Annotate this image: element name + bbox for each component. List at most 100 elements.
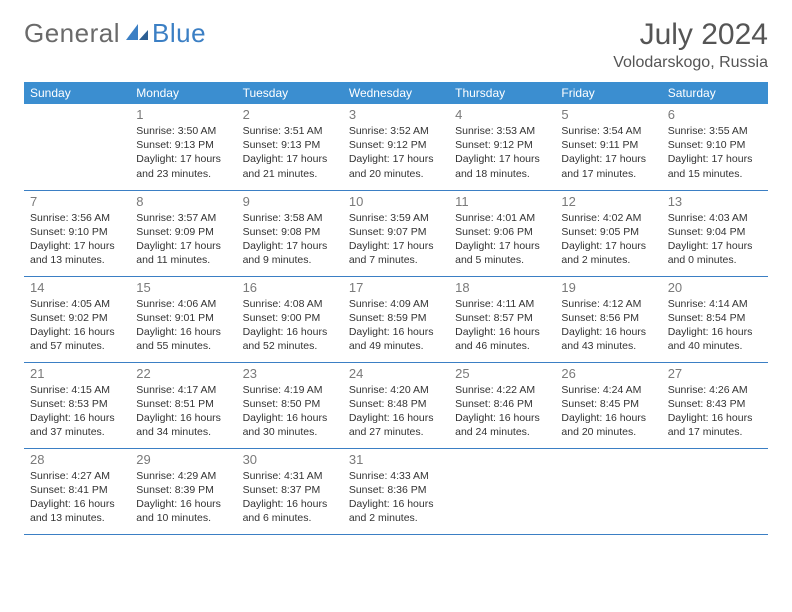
sunrise-line: Sunrise: 4:12 AM — [561, 297, 655, 311]
calendar-day-cell: 29Sunrise: 4:29 AMSunset: 8:39 PMDayligh… — [130, 448, 236, 534]
daylight-line: Daylight: 16 hours and 57 minutes. — [30, 325, 124, 353]
sunrise-line: Sunrise: 4:05 AM — [30, 297, 124, 311]
calendar-day-cell: 4Sunrise: 3:53 AMSunset: 9:12 PMDaylight… — [449, 104, 555, 190]
daylight-line: Daylight: 16 hours and 52 minutes. — [243, 325, 337, 353]
calendar-day-cell: 10Sunrise: 3:59 AMSunset: 9:07 PMDayligh… — [343, 190, 449, 276]
weekday-header: Tuesday — [237, 82, 343, 104]
day-number: 2 — [243, 107, 337, 122]
sunset-line: Sunset: 8:48 PM — [349, 397, 443, 411]
sunset-line: Sunset: 8:46 PM — [455, 397, 549, 411]
daylight-line: Daylight: 16 hours and 30 minutes. — [243, 411, 337, 439]
sunset-line: Sunset: 8:50 PM — [243, 397, 337, 411]
daylight-line: Daylight: 17 hours and 13 minutes. — [30, 239, 124, 267]
calendar-day-cell: 1Sunrise: 3:50 AMSunset: 9:13 PMDaylight… — [130, 104, 236, 190]
daylight-line: Daylight: 16 hours and 27 minutes. — [349, 411, 443, 439]
daylight-line: Daylight: 16 hours and 55 minutes. — [136, 325, 230, 353]
calendar-week-row: 1Sunrise: 3:50 AMSunset: 9:13 PMDaylight… — [24, 104, 768, 190]
calendar-day-cell: 3Sunrise: 3:52 AMSunset: 9:12 PMDaylight… — [343, 104, 449, 190]
daylight-line: Daylight: 16 hours and 46 minutes. — [455, 325, 549, 353]
weekday-header: Sunday — [24, 82, 130, 104]
day-number: 22 — [136, 366, 230, 381]
sunrise-line: Sunrise: 4:17 AM — [136, 383, 230, 397]
daylight-line: Daylight: 17 hours and 7 minutes. — [349, 239, 443, 267]
calendar-day-cell: 25Sunrise: 4:22 AMSunset: 8:46 PMDayligh… — [449, 362, 555, 448]
calendar-day-cell: 19Sunrise: 4:12 AMSunset: 8:56 PMDayligh… — [555, 276, 661, 362]
sunrise-line: Sunrise: 4:22 AM — [455, 383, 549, 397]
logo: General Blue — [24, 18, 206, 49]
calendar-day-cell: 17Sunrise: 4:09 AMSunset: 8:59 PMDayligh… — [343, 276, 449, 362]
sunset-line: Sunset: 9:00 PM — [243, 311, 337, 325]
calendar-week-row: 28Sunrise: 4:27 AMSunset: 8:41 PMDayligh… — [24, 448, 768, 534]
day-number: 3 — [349, 107, 443, 122]
sunrise-line: Sunrise: 3:57 AM — [136, 211, 230, 225]
daylight-line: Daylight: 17 hours and 20 minutes. — [349, 152, 443, 180]
calendar-day-cell: 6Sunrise: 3:55 AMSunset: 9:10 PMDaylight… — [662, 104, 768, 190]
month-title: July 2024 — [613, 18, 768, 52]
location: Volodarskogo, Russia — [613, 54, 768, 72]
daylight-line: Daylight: 17 hours and 18 minutes. — [455, 152, 549, 180]
header: General Blue July 2024 Volodarskogo, Rus… — [24, 18, 768, 72]
day-number: 8 — [136, 194, 230, 209]
sunrise-line: Sunrise: 3:51 AM — [243, 124, 337, 138]
sunrise-line: Sunrise: 4:14 AM — [668, 297, 762, 311]
calendar-day-cell: 14 Sunrise: 4:05 AMSunset: 9:02 PMDayligh… — [24, 276, 130, 362]
day-number: 18 — [455, 280, 549, 295]
sunset-line: Sunset: 8:54 PM — [668, 311, 762, 325]
sunset-line: Sunset: 9:02 PM — [30, 311, 124, 325]
calendar-week-row: 21Sunrise: 4:15 AMSunset: 8:53 PMDayligh… — [24, 362, 768, 448]
calendar-week-row: 14Sunrise: 4:05 AMSunset: 9:02 PMDayligh… — [24, 276, 768, 362]
calendar-day-cell: 21Sunrise: 4:15 AMSunset: 8:53 PMDayligh… — [24, 362, 130, 448]
calendar-day-cell: 12Sunrise: 4:02 AMSunset: 9:05 PMDayligh… — [555, 190, 661, 276]
calendar-day-cell — [555, 448, 661, 534]
day-number: 4 — [455, 107, 549, 122]
day-number: 16 — [243, 280, 337, 295]
daylight-line: Daylight: 16 hours and 2 minutes. — [349, 497, 443, 525]
sunset-line: Sunset: 9:01 PM — [136, 311, 230, 325]
sunrise-line: Sunrise: 4:19 AM — [243, 383, 337, 397]
sunrise-line: Sunrise: 4:09 AM — [349, 297, 443, 311]
daylight-line: Daylight: 16 hours and 6 minutes. — [243, 497, 337, 525]
daylight-line: Daylight: 17 hours and 9 minutes. — [243, 239, 337, 267]
sunrise-line: Sunrise: 3:56 AM — [30, 211, 124, 225]
sunset-line: Sunset: 9:12 PM — [349, 138, 443, 152]
calendar-day-cell: 28Sunrise: 4:27 AMSunset: 8:41 PMDayligh… — [24, 448, 130, 534]
sunrise-line: Sunrise: 4:11 AM — [455, 297, 549, 311]
sunrise-line: Sunrise: 4:08 AM — [243, 297, 337, 311]
logo-text-2: Blue — [152, 18, 206, 49]
calendar-day-cell: 26Sunrise: 4:24 AMSunset: 8:45 PMDayligh… — [555, 362, 661, 448]
sunset-line: Sunset: 9:13 PM — [136, 138, 230, 152]
day-number: 30 — [243, 452, 337, 467]
calendar-day-cell: 22Sunrise: 4:17 AMSunset: 8:51 PMDayligh… — [130, 362, 236, 448]
day-number: 21 — [30, 366, 124, 381]
sunset-line: Sunset: 9:13 PM — [243, 138, 337, 152]
calendar-day-cell — [662, 448, 768, 534]
day-number: 28 — [30, 452, 124, 467]
weekday-header: Wednesday — [343, 82, 449, 104]
day-number: 29 — [136, 452, 230, 467]
weekday-header: Saturday — [662, 82, 768, 104]
daylight-line: Daylight: 16 hours and 40 minutes. — [668, 325, 762, 353]
sunset-line: Sunset: 8:45 PM — [561, 397, 655, 411]
sunrise-line: Sunrise: 4:01 AM — [455, 211, 549, 225]
day-number: 19 — [561, 280, 655, 295]
daylight-line: Daylight: 17 hours and 0 minutes. — [668, 239, 762, 267]
calendar-day-cell: 8Sunrise: 3:57 AMSunset: 9:09 PMDaylight… — [130, 190, 236, 276]
sunset-line: Sunset: 8:43 PM — [668, 397, 762, 411]
daylight-line: Daylight: 16 hours and 13 minutes. — [30, 497, 124, 525]
sunrise-line: Sunrise: 4:24 AM — [561, 383, 655, 397]
daylight-line: Daylight: 16 hours and 37 minutes. — [30, 411, 124, 439]
day-number: 10 — [349, 194, 443, 209]
sunset-line: Sunset: 9:10 PM — [668, 138, 762, 152]
day-number: 9 — [243, 194, 337, 209]
calendar-week-row: 7Sunrise: 3:56 AMSunset: 9:10 PMDaylight… — [24, 190, 768, 276]
daylight-line: Daylight: 16 hours and 24 minutes. — [455, 411, 549, 439]
calendar-day-cell: 16 Sunrise: 4:08 AMSunset: 9:00 PMDayligh… — [237, 276, 343, 362]
sunset-line: Sunset: 8:59 PM — [349, 311, 443, 325]
day-number: 31 — [349, 452, 443, 467]
day-number: 14 — [30, 280, 124, 295]
sunrise-line: Sunrise: 4:15 AM — [30, 383, 124, 397]
day-number: 17 — [349, 280, 443, 295]
daylight-line: Daylight: 17 hours and 15 minutes. — [668, 152, 762, 180]
weekday-header: Friday — [555, 82, 661, 104]
day-number: 23 — [243, 366, 337, 381]
